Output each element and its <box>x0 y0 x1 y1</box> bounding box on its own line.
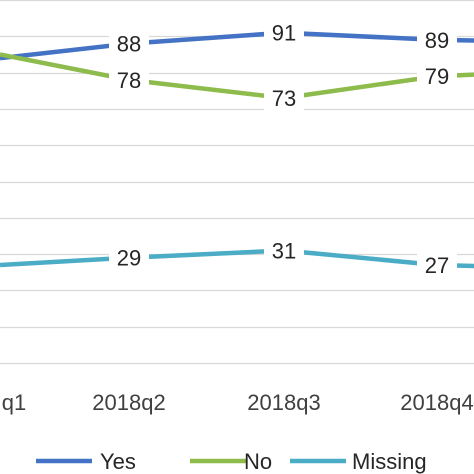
data-label-missing-2018q3: 31 <box>272 238 296 263</box>
x-axis-tick-labels: q1 2018q2 2018q3 2018q4 <box>2 390 474 415</box>
gridlines <box>0 0 474 365</box>
data-label-background <box>264 17 304 48</box>
data-label-missing-2018q2: 29 <box>117 246 141 271</box>
data-label-background <box>109 64 149 95</box>
data-label-background <box>109 28 149 59</box>
data-label-background <box>264 235 304 266</box>
x-tick-label-2018q4: 2018q4 <box>400 390 473 415</box>
legend-label-no: No <box>244 449 272 474</box>
data-label-no-2018q4: 79 <box>425 64 449 89</box>
series-lines <box>0 30 474 269</box>
x-tick-label-2018q3: 2018q3 <box>247 390 320 415</box>
series-line-no <box>0 52 474 101</box>
legend-label-yes: Yes <box>100 449 136 474</box>
legend: Yes No Missing <box>36 449 427 474</box>
data-label-background <box>417 61 457 92</box>
x-tick-label-2018q1: q1 <box>2 390 26 415</box>
data-label-yes-2018q2: 88 <box>117 32 141 57</box>
data-labels: 88 91 89 78 73 79 29 31 27 <box>109 17 457 280</box>
x-tick-label-2018q2: 2018q2 <box>92 390 165 415</box>
data-label-no-2018q2: 78 <box>117 68 141 93</box>
data-label-missing-2018q4: 27 <box>425 253 449 278</box>
data-label-yes-2018q4: 89 <box>425 28 449 53</box>
series-line-missing <box>0 248 474 269</box>
data-label-background <box>264 83 304 114</box>
data-label-background <box>417 24 457 55</box>
legend-label-missing: Missing <box>352 449 427 474</box>
data-label-yes-2018q3: 91 <box>272 21 296 46</box>
data-label-background <box>417 249 457 280</box>
data-label-background <box>109 242 149 273</box>
data-label-no-2018q3: 73 <box>272 86 296 111</box>
